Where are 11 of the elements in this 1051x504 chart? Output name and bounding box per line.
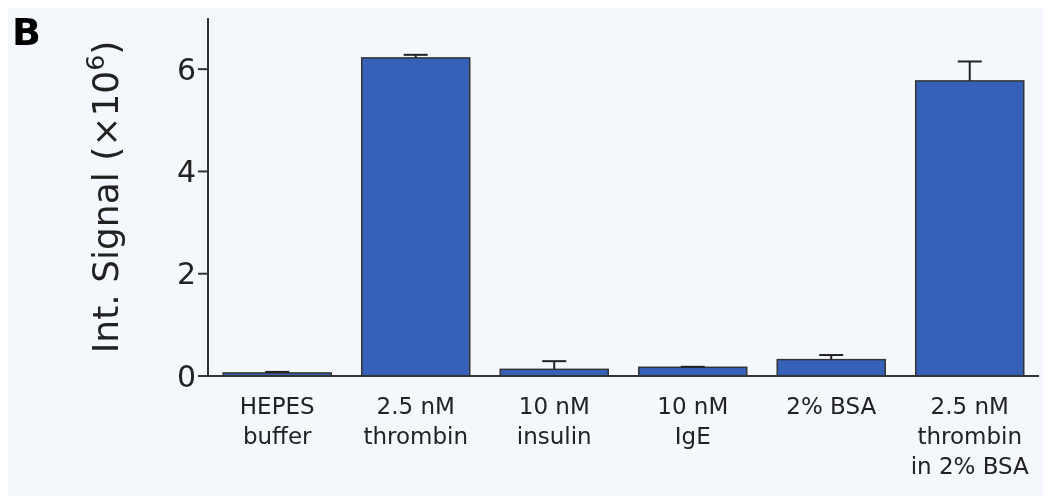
x-tick-label: 10 nM insulin [516, 393, 592, 449]
x-tick-label: 2.5 nM thrombin in 2% BSA [910, 393, 1030, 479]
y-tick-label: 2 [176, 256, 196, 292]
x-tick-label: 10 nM IgE [657, 393, 729, 449]
x-tick-label: 2% BSA [786, 393, 877, 419]
x-tick-label: 2.5 nM thrombin [363, 393, 469, 449]
y-tick-label: 0 [176, 358, 196, 394]
x-tick-label: HEPES buffer [239, 393, 315, 449]
text: B [12, 10, 41, 54]
y-tick-label: 4 [176, 154, 196, 190]
y-tick-label: 6 [176, 51, 196, 87]
